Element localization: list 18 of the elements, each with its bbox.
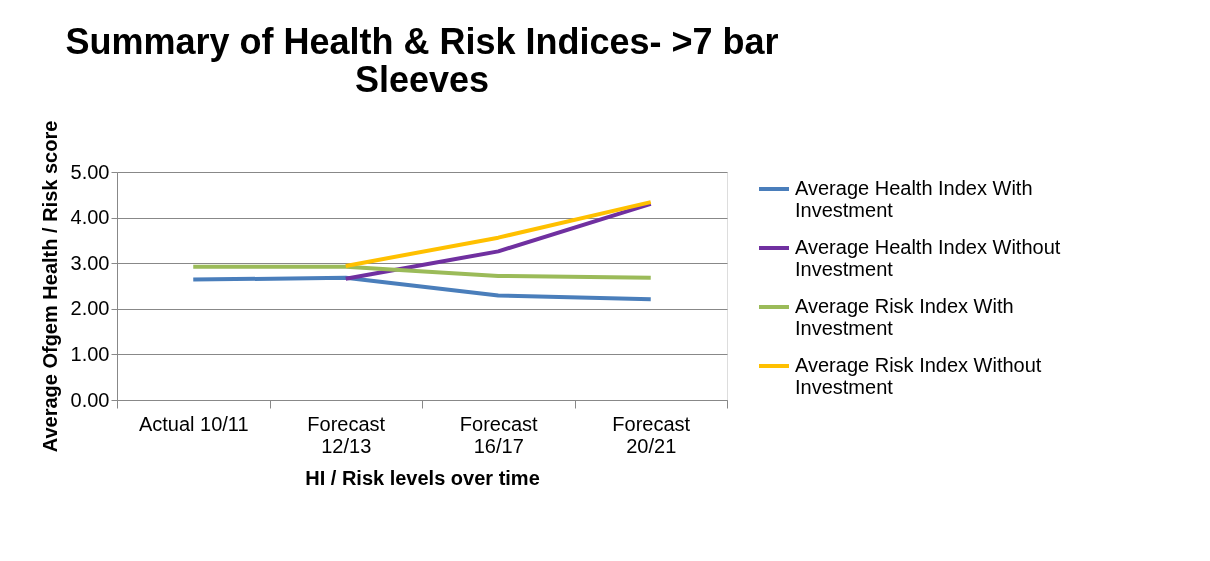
legend-label: Average Health Index Without Investment bbox=[795, 236, 1061, 280]
legend-label: Average Health Index With Investment bbox=[795, 177, 1033, 221]
y-tick-label: 2.00 bbox=[70, 297, 110, 320]
y-axis-title: Average Ofgem Health / Risk score bbox=[38, 120, 61, 453]
line-series bbox=[191, 275, 653, 302]
chart-title: Summary of Health & Risk Indices- >7 bar Sleeves bbox=[65, 21, 779, 101]
x-tick-label: Forecast 16/17 bbox=[459, 412, 539, 457]
x-tick-label: Forecast 12/13 bbox=[307, 412, 386, 457]
y-tick-label: 0.00 bbox=[70, 388, 110, 411]
y-tick-label: 4.00 bbox=[70, 206, 110, 229]
y-tick-label: 1.00 bbox=[70, 342, 110, 365]
legend-label: Average Risk Index Without Investment bbox=[795, 354, 1042, 398]
x-tick-label: Actual 10/11 bbox=[138, 412, 249, 435]
y-tick-label: 5.00 bbox=[70, 160, 110, 183]
x-tick-label: Forecast 20/21 bbox=[612, 412, 691, 457]
x-axis-title: HI / Risk levels over time bbox=[305, 466, 540, 489]
y-tick-label: 3.00 bbox=[70, 251, 110, 274]
legend-label: Average Risk Index With Investment bbox=[795, 295, 1014, 339]
